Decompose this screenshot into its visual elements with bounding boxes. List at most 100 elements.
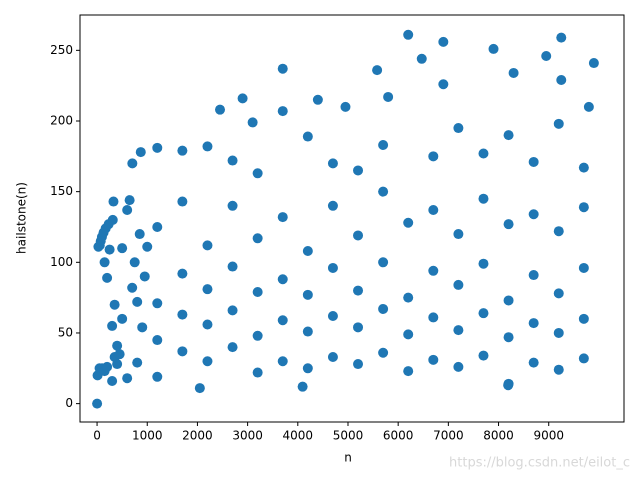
x-tick-label: 7000 — [433, 429, 464, 443]
point — [247, 117, 258, 128]
point — [378, 347, 389, 358]
point — [109, 299, 120, 310]
point — [428, 354, 439, 365]
point — [578, 262, 589, 273]
point — [102, 272, 113, 283]
y-tick-label: 100 — [50, 255, 73, 269]
point — [252, 286, 263, 297]
point — [378, 186, 389, 197]
point — [152, 221, 163, 232]
point — [124, 195, 135, 206]
point — [503, 130, 514, 141]
point — [99, 257, 110, 268]
y-tick-label: 0 — [65, 396, 73, 410]
point — [327, 351, 338, 362]
point — [202, 319, 213, 330]
point — [453, 279, 464, 290]
point — [312, 94, 323, 105]
y-tick-label: 150 — [50, 184, 73, 198]
point — [227, 305, 238, 316]
point — [237, 93, 248, 104]
point — [588, 58, 599, 69]
point — [132, 357, 143, 368]
point — [277, 274, 288, 285]
point — [277, 356, 288, 367]
point — [541, 50, 552, 61]
point — [227, 342, 238, 353]
point — [129, 257, 140, 268]
point — [227, 155, 238, 166]
point — [556, 32, 567, 43]
point — [578, 353, 589, 364]
x-tick-label: 2000 — [182, 429, 213, 443]
point — [114, 349, 125, 360]
point — [528, 209, 539, 220]
point — [528, 270, 539, 281]
point — [194, 383, 205, 394]
point — [403, 366, 414, 377]
point — [438, 36, 449, 47]
y-tick-label: 50 — [58, 325, 73, 339]
point — [137, 322, 148, 333]
point — [127, 282, 138, 293]
point — [302, 363, 313, 374]
point — [134, 229, 145, 240]
x-tick-label: 5000 — [333, 429, 364, 443]
point — [503, 380, 514, 391]
point — [478, 193, 489, 204]
point — [503, 295, 514, 306]
point — [252, 330, 263, 341]
point — [403, 329, 414, 340]
point — [578, 313, 589, 324]
point — [528, 357, 539, 368]
point — [553, 327, 564, 338]
point — [327, 200, 338, 211]
point — [252, 233, 263, 244]
point — [503, 332, 514, 343]
x-tick-label: 6000 — [383, 429, 414, 443]
point — [528, 156, 539, 167]
y-axis-label: hailstone(n) — [15, 182, 29, 254]
point — [177, 268, 188, 279]
point — [453, 361, 464, 372]
point — [353, 165, 364, 176]
point — [117, 313, 128, 324]
point — [478, 308, 489, 319]
point — [152, 371, 163, 382]
point — [177, 196, 188, 207]
point — [553, 118, 564, 129]
point — [107, 320, 118, 331]
point — [453, 325, 464, 336]
point — [302, 289, 313, 300]
x-tick-label: 0 — [93, 429, 101, 443]
point — [139, 271, 150, 282]
point — [202, 284, 213, 295]
point — [152, 142, 163, 153]
point — [403, 292, 414, 303]
point — [107, 376, 118, 387]
point — [353, 359, 364, 370]
point — [277, 63, 288, 74]
point — [152, 298, 163, 309]
point — [107, 214, 118, 225]
point — [327, 158, 338, 169]
point — [252, 168, 263, 179]
point — [578, 162, 589, 173]
x-tick-label: 1000 — [132, 429, 163, 443]
point — [112, 359, 123, 370]
point — [378, 140, 389, 151]
point — [177, 309, 188, 320]
point — [372, 65, 383, 76]
point — [302, 246, 313, 257]
point — [428, 265, 439, 276]
point — [453, 229, 464, 240]
point — [302, 326, 313, 337]
point — [215, 104, 226, 115]
point — [353, 230, 364, 241]
point — [583, 101, 594, 112]
point — [202, 141, 213, 152]
point — [403, 29, 414, 40]
point — [383, 91, 394, 102]
